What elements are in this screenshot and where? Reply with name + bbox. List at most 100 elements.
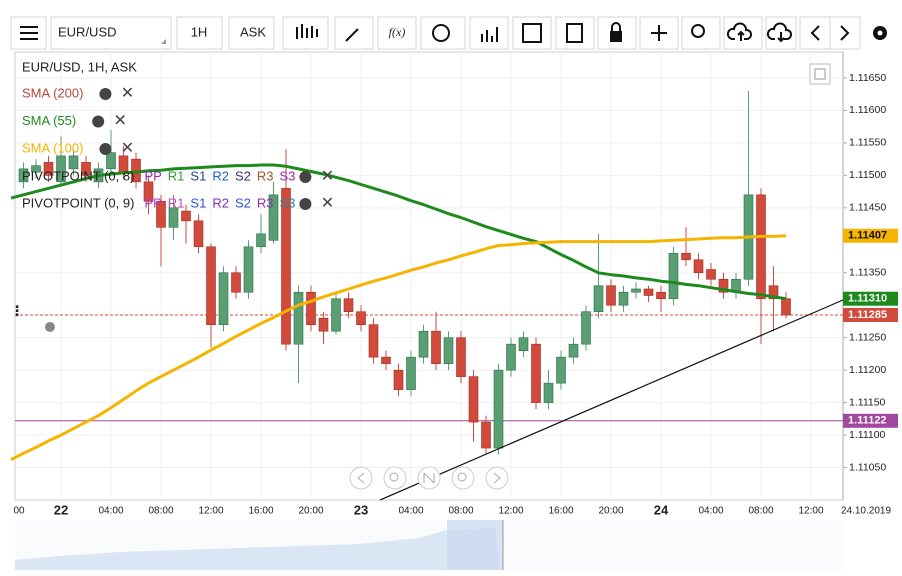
candle-body <box>156 201 166 228</box>
y-tick-label: 1.11600 <box>849 104 886 116</box>
settings-icon[interactable] <box>99 143 112 155</box>
candle-body <box>281 188 291 345</box>
pivot-name: PIVOTPOINT (0, 9) <box>22 195 134 210</box>
settings-hole <box>877 30 883 36</box>
download-icon <box>766 22 793 43</box>
navigator <box>15 520 843 570</box>
pivot-level: S2 <box>235 195 251 210</box>
pivot-level: R1 <box>168 195 185 210</box>
price-type-button[interactable] <box>228 16 275 50</box>
trend-line <box>379 299 844 501</box>
popout-button[interactable] <box>809 63 831 85</box>
info-button[interactable] <box>420 16 466 50</box>
scroll-right[interactable] <box>485 466 509 490</box>
y-tick-label: 1.11050 <box>849 461 886 473</box>
candle-body <box>56 155 66 183</box>
bars-icon <box>481 27 498 42</box>
settings-icon[interactable] <box>99 88 112 100</box>
symbol-text: EUR/USD <box>58 24 117 39</box>
next-button[interactable] <box>829 16 861 50</box>
prev-button[interactable] <box>799 16 831 50</box>
x-tick-label: 08:00 <box>748 506 773 517</box>
remove-icon[interactable]: ✕ <box>321 168 334 185</box>
candle-body <box>618 291 629 306</box>
bug-icon <box>45 322 55 332</box>
candle-body <box>506 343 516 371</box>
candle-body <box>331 298 341 332</box>
candle-body <box>606 285 616 306</box>
candle-body <box>193 220 204 248</box>
candle-body <box>68 155 79 170</box>
pivot-level: PP <box>144 168 161 183</box>
candle-body <box>443 337 454 364</box>
function-button[interactable] <box>377 16 417 50</box>
remove-icon[interactable]: ✕ <box>121 85 134 102</box>
candle-body <box>631 288 641 293</box>
indicators-button[interactable] <box>469 16 509 50</box>
x-tick-label: 04:00 <box>698 506 723 517</box>
pivot-level: PP <box>144 195 161 210</box>
calendar-button[interactable] <box>512 16 552 50</box>
candle-body <box>568 343 579 358</box>
date-label: 24.10.2019 <box>841 506 891 517</box>
sma-line <box>10 163 787 301</box>
remove-icon[interactable]: ✕ <box>321 195 334 212</box>
candle-body <box>718 278 729 293</box>
navigator-window[interactable] <box>447 520 503 570</box>
chart-type-button[interactable] <box>282 16 329 50</box>
candle-body <box>343 298 354 313</box>
scroll-right-icon <box>493 472 501 484</box>
candle-body <box>456 337 466 377</box>
popout-icon <box>814 68 826 80</box>
price-type-text: ASK <box>240 24 266 39</box>
calendar-icon <box>522 23 542 43</box>
x-tick-label: 24 <box>654 502 669 517</box>
grid <box>15 52 843 500</box>
y-tick-label: 1.11350 <box>849 267 886 279</box>
candle-body <box>218 272 229 325</box>
price-marker-label: 1.11407 <box>848 230 887 242</box>
settings-icon[interactable] <box>92 115 105 128</box>
pivot-level: S1 <box>190 168 206 183</box>
y-tick-label: 1.11150 <box>849 396 886 408</box>
zoom-icon <box>691 24 705 38</box>
candle-body <box>31 165 41 173</box>
scroll-left[interactable] <box>349 466 373 490</box>
y-tick-label: 1.11550 <box>849 137 886 149</box>
drag-handle[interactable]: ⋮ <box>10 303 24 319</box>
y-tick-label: 1.11650 <box>849 72 886 84</box>
candle-body <box>406 356 416 390</box>
legend-entry: SMA (55) <box>22 113 76 128</box>
calc-button[interactable] <box>555 16 595 50</box>
price-marker <box>843 291 898 306</box>
x-tick-label: 12:00 <box>198 506 223 517</box>
settings-icon[interactable] <box>299 171 312 183</box>
candle-body <box>593 285 604 313</box>
candle-body <box>18 168 29 183</box>
zoom-out[interactable] <box>383 466 407 490</box>
pivot-level: R1 <box>168 168 185 183</box>
pen-icon <box>345 28 359 42</box>
candle-body <box>368 324 379 358</box>
remove-icon[interactable]: ✕ <box>121 140 134 157</box>
x-tick-label: 04:00 <box>398 506 423 517</box>
candle-body <box>306 291 316 325</box>
symbol-select[interactable] <box>50 16 172 50</box>
pivot-level: R2 <box>212 195 229 210</box>
plot-area <box>14 51 844 501</box>
zoom-in[interactable] <box>451 466 475 490</box>
y-tick-label: 1.11200 <box>849 364 886 376</box>
candle-body <box>356 311 366 325</box>
candle-body <box>168 207 179 228</box>
candle-body <box>43 162 54 176</box>
zoom-button[interactable] <box>681 16 721 50</box>
remove-icon[interactable]: ✕ <box>113 113 126 130</box>
y-tick-label: 1.11250 <box>849 331 886 343</box>
plot <box>10 90 843 462</box>
candle-body <box>381 356 391 364</box>
candle-body <box>668 252 679 300</box>
navigation-controls <box>349 466 509 490</box>
settings-icon[interactable] <box>299 198 312 210</box>
interval-button[interactable] <box>176 16 223 50</box>
candle-body <box>656 291 666 300</box>
